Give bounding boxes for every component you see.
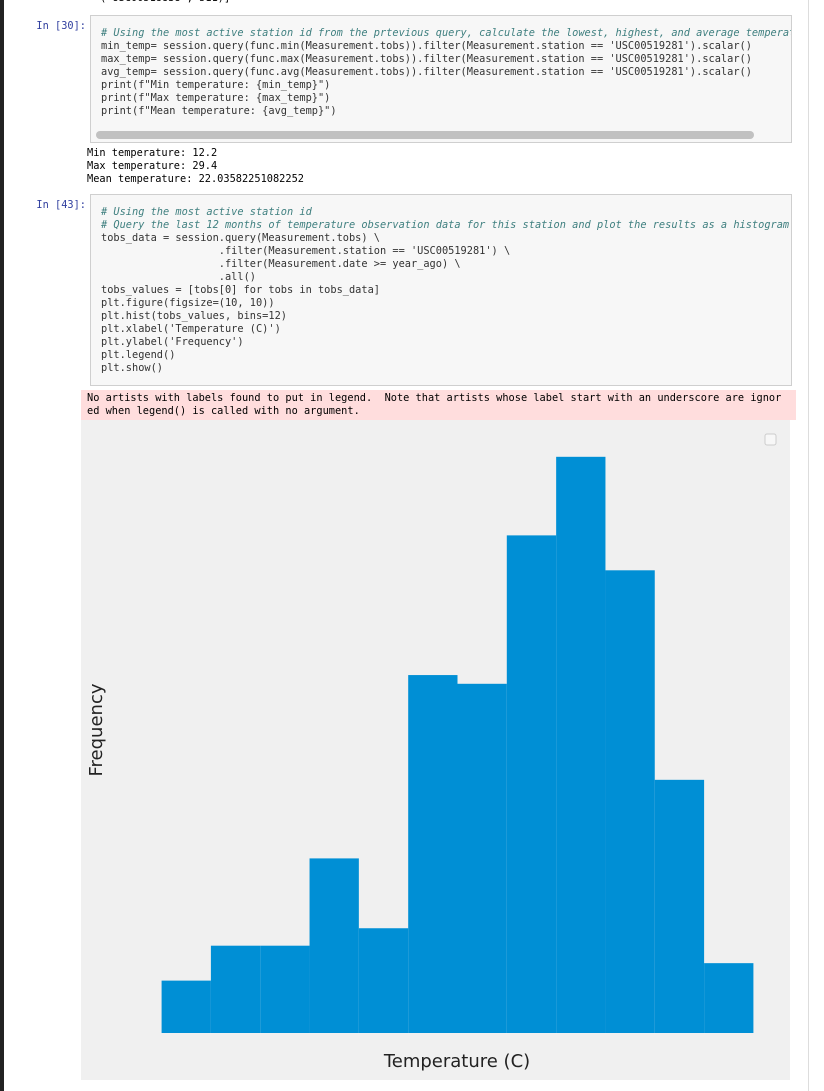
histogram-bar (654, 779, 705, 1033)
code-block: # Using the most active station id # Quer… (91, 195, 791, 375)
code-line: plt.figure(figsize=(10, 10)) (101, 297, 275, 309)
stderr-line: ed when legend() is called with no argum… (87, 405, 360, 417)
y-axis-label: Frequency (86, 683, 107, 776)
x-axis-label: Temperature (C) (383, 1051, 530, 1072)
stderr-line: No artists with labels found to put in l… (87, 392, 782, 404)
stderr-output: No artists with labels found to put in l… (81, 390, 796, 420)
empty-legend (764, 433, 777, 446)
histogram-bar (210, 945, 261, 1033)
histogram-bar (605, 570, 655, 1033)
prev-output: ('USC00518838', 511)] (100, 0, 230, 5)
histogram-bar (704, 963, 754, 1033)
code-line: avg_temp= session.query(func.avg(Measure… (101, 66, 752, 78)
code-block: # Using the most active station id from … (91, 16, 791, 118)
code-cell[interactable]: # Using the most active station id from … (90, 15, 792, 143)
code-line: tobs_data = session.query(Measurement.to… (101, 232, 380, 244)
output-line: Min temperature: 12.2 (87, 147, 218, 159)
histogram-bar (260, 945, 310, 1033)
code-line: tobs_values = [tobs[0] for tobs in tobs_… (101, 284, 380, 296)
histogram-bar (358, 928, 409, 1033)
code-line: plt.hist(tobs_values, bins=12) (101, 310, 287, 322)
code-line: print(f"Mean temperature: {avg_temp}") (101, 105, 337, 117)
code-line: plt.ylabel('Frequency') (101, 336, 244, 348)
code-line: plt.show() (101, 362, 163, 374)
cell-output: Min temperature: 12.2 Max temperature: 29… (87, 147, 304, 186)
histogram-bar (506, 535, 557, 1033)
code-line: .all() (101, 271, 256, 283)
code-line: max_temp= session.query(func.max(Measure… (101, 53, 752, 65)
histogram-bar (556, 456, 606, 1033)
cell-prompt: In [30]: (36, 20, 86, 32)
h-scrollbar[interactable] (96, 131, 754, 139)
code-line: plt.legend() (101, 349, 176, 361)
left-edge (0, 0, 4, 1091)
code-cell[interactable]: # Using the most active station id # Quer… (90, 194, 792, 386)
code-line: print(f"Max temperature: {max_temp}") (101, 92, 331, 104)
code-line: # Using the most active station id (101, 206, 312, 218)
cell-prompt: In [43]: (36, 199, 86, 211)
output-line: Max temperature: 29.4 (87, 160, 218, 172)
code-line: plt.xlabel('Temperature (C)') (101, 323, 281, 335)
code-line: # Using the most active station id from … (101, 27, 792, 39)
code-line: # Query the last 12 months of temperatur… (101, 219, 790, 231)
code-line: min_temp= session.query(func.min(Measure… (101, 40, 752, 52)
code-line: print(f"Min temperature: {min_temp}") (101, 79, 331, 91)
right-border (808, 0, 809, 1091)
histogram-figure: Temperature (C) Frequency (81, 420, 790, 1080)
code-line: .filter(Measurement.station == 'USC00519… (101, 245, 511, 257)
histogram-bar (457, 683, 507, 1033)
output-line: Mean temperature: 22.03582251082252 (87, 173, 304, 185)
histogram-bar (408, 675, 458, 1033)
code-line: .filter(Measurement.date >= year_ago) \ (101, 258, 461, 270)
histogram-bar (309, 858, 359, 1033)
histogram-bar (161, 980, 211, 1033)
